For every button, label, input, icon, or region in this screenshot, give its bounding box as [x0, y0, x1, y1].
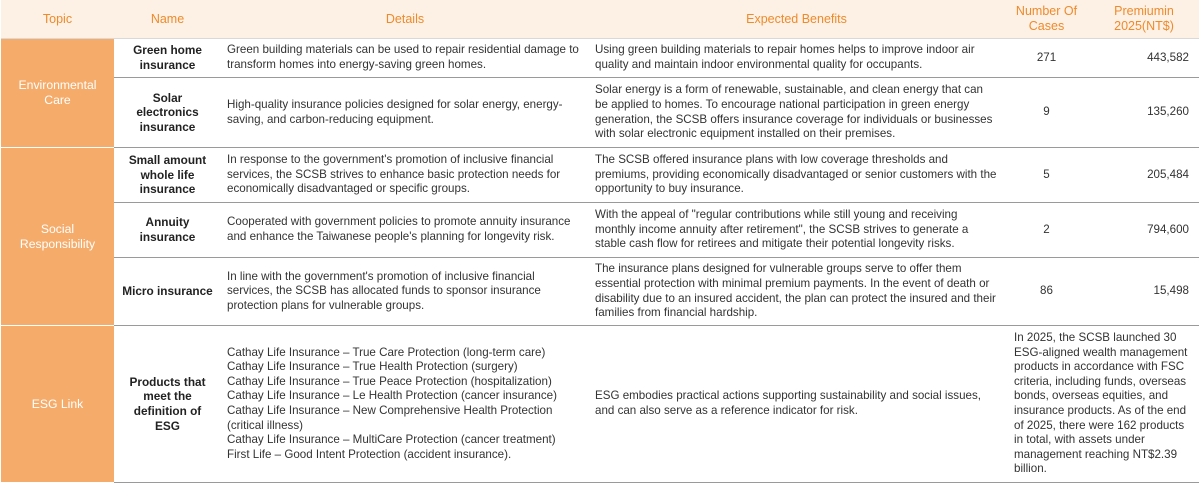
table-row: Annuity insurance Cooperated with govern…	[1, 202, 1199, 258]
esg-product-item: Cathay Life Insurance – True Health Prot…	[227, 360, 518, 374]
esg-insurance-table: Topic Name Details Expected Benefits Num…	[1, 0, 1199, 483]
row-benefits: ESG embodies practical actions supportin…	[589, 325, 1004, 483]
row-details: High-quality insurance policies designed…	[221, 77, 589, 148]
esg-product-item: Cathay Life Insurance – Le Health Protec…	[227, 389, 557, 403]
row-cases: 9	[1004, 77, 1089, 148]
row-premium: 205,484	[1089, 147, 1199, 203]
header-topic: Topic	[1, 0, 114, 39]
esg-product-item: Cathay Life Insurance – True Care Protec…	[227, 345, 546, 359]
row-cases: 5	[1004, 147, 1089, 203]
row-name: Solar electronics insurance	[114, 77, 221, 148]
row-details: Cooperated with government policies to p…	[221, 202, 589, 258]
header-premium: Premiumin 2025(NT$)	[1089, 0, 1199, 39]
esg-summary: In 2025, the SCSB launched 30 ESG-aligne…	[1004, 325, 1199, 483]
row-name: Micro insurance	[114, 257, 221, 326]
row-cases: 2	[1004, 202, 1089, 258]
table-row: ESG Link Products that meet the definiti…	[1, 325, 1199, 483]
esg-product-item: Cathay Life Insurance – MultiCare Protec…	[227, 433, 556, 447]
row-name: Products that meet the definition of ESG	[114, 325, 221, 483]
row-details: In line with the government's promotion …	[221, 257, 589, 326]
row-benefits: Using green building materials to repair…	[589, 38, 1004, 78]
row-premium: 15,498	[1089, 257, 1199, 326]
header-row: Topic Name Details Expected Benefits Num…	[1, 0, 1199, 39]
table-row: Micro insurance In line with the governm…	[1, 257, 1199, 326]
row-benefits: Solar energy is a form of renewable, sus…	[589, 77, 1004, 148]
header-cases: Number Of Cases	[1004, 0, 1089, 39]
esg-product-item: Cathay Life Insurance – True Peace Prote…	[227, 374, 552, 388]
row-benefits: With the appeal of "regular contribution…	[589, 202, 1004, 258]
row-benefits: The SCSB offered insurance plans with lo…	[589, 147, 1004, 203]
row-name: Small amount whole life insurance	[114, 147, 221, 203]
row-name: Green home insurance	[114, 38, 221, 78]
esg-product-list: Cathay Life Insurance – True Care Protec…	[221, 325, 589, 483]
table-row: Environmental Care Green home insurance …	[1, 38, 1199, 148]
topic-social-responsibility: Social Responsibility	[1, 147, 114, 326]
topic-esg-link: ESG Link	[1, 325, 114, 483]
header-details: Details	[221, 0, 589, 39]
table-row: Solar electronics insurance High-quality…	[1, 77, 1199, 148]
row-details: Green building materials can be used to …	[221, 38, 589, 78]
row-premium: 443,582	[1089, 38, 1199, 78]
header-benefits: Expected Benefits	[589, 0, 1004, 39]
topic-environmental-care: Environmental Care	[1, 38, 114, 148]
esg-product-item: Cathay Life Insurance – New Comprehensiv…	[227, 404, 553, 432]
esg-product-item: First Life – Good Intent Protection (acc…	[227, 447, 512, 461]
row-premium: 135,260	[1089, 77, 1199, 148]
row-cases: 271	[1004, 38, 1089, 78]
row-name: Annuity insurance	[114, 202, 221, 258]
table-row: Social Responsibility Small amount whole…	[1, 147, 1199, 326]
row-details: In response to the government's promotio…	[221, 147, 589, 203]
row-premium: 794,600	[1089, 202, 1199, 258]
row-cases: 86	[1004, 257, 1089, 326]
header-name: Name	[114, 0, 221, 39]
row-benefits: The insurance plans designed for vulnera…	[589, 257, 1004, 326]
